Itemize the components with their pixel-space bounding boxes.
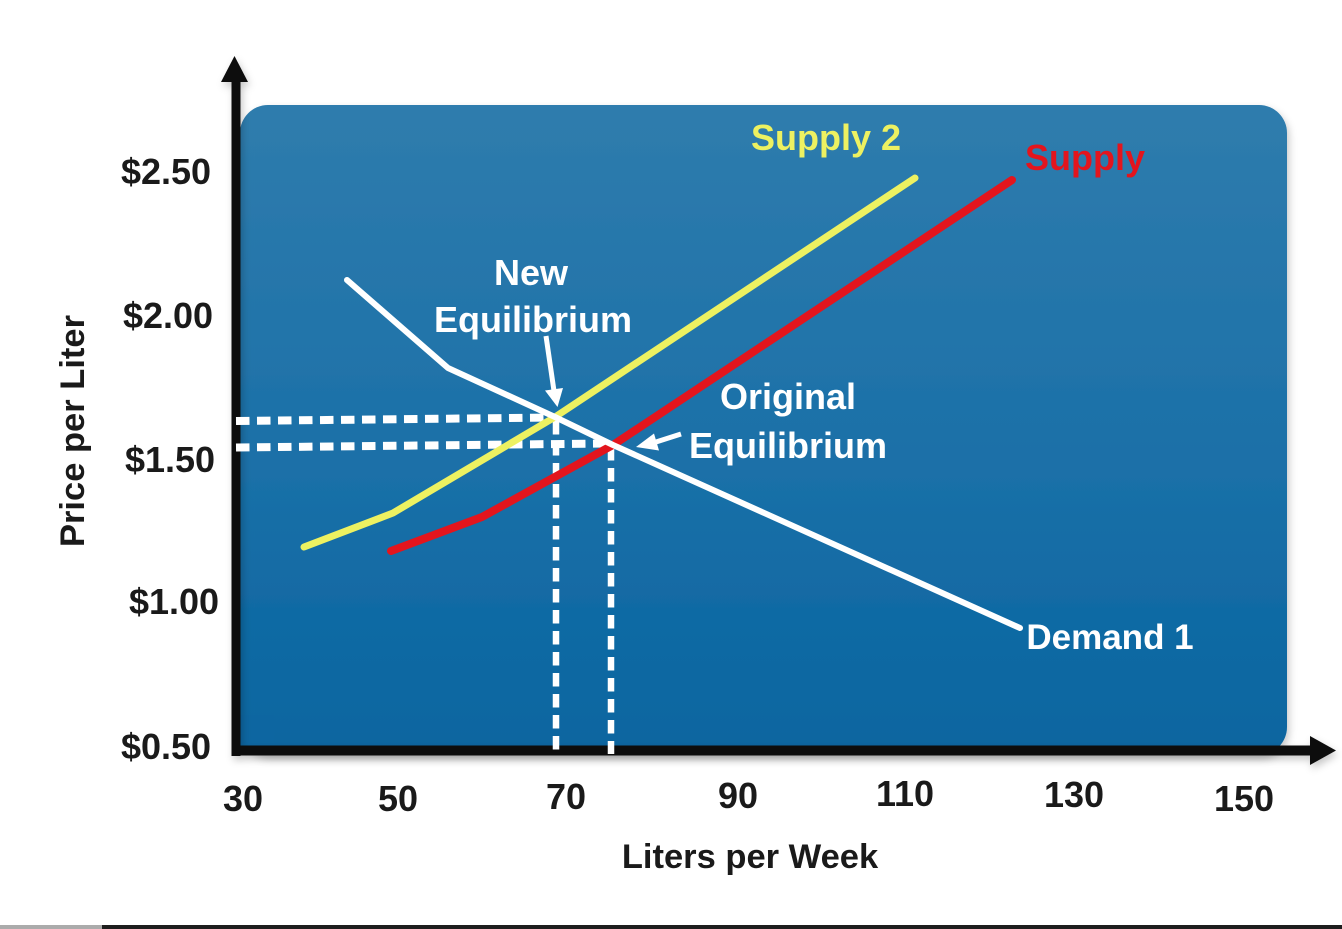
svg-text:90: 90	[718, 775, 758, 816]
svg-text:50: 50	[378, 778, 418, 819]
svg-text:70: 70	[546, 776, 586, 817]
svg-text:$2.50: $2.50	[121, 151, 211, 192]
svg-text:New: New	[494, 252, 569, 293]
svg-text:$1.50: $1.50	[125, 439, 215, 480]
svg-text:30: 30	[223, 778, 263, 819]
svg-text:150: 150	[1214, 778, 1274, 819]
svg-text:130: 130	[1044, 774, 1104, 815]
svg-text:Equilibrium: Equilibrium	[434, 299, 632, 340]
svg-text:Supply: Supply	[1025, 137, 1145, 178]
svg-text:Demand 1: Demand 1	[1026, 618, 1193, 657]
svg-text:Price per Liter: Price per Liter	[54, 315, 92, 547]
svg-text:$0.50: $0.50	[121, 726, 211, 767]
svg-text:Original: Original	[720, 376, 856, 417]
svg-text:Equilibrium: Equilibrium	[689, 425, 887, 466]
svg-text:Supply 2: Supply 2	[751, 117, 901, 158]
svg-text:110: 110	[876, 773, 934, 814]
svg-text:$1.00: $1.00	[129, 581, 219, 622]
svg-text:Liters per Week: Liters per Week	[622, 838, 879, 876]
svg-text:$2.00: $2.00	[123, 295, 213, 336]
